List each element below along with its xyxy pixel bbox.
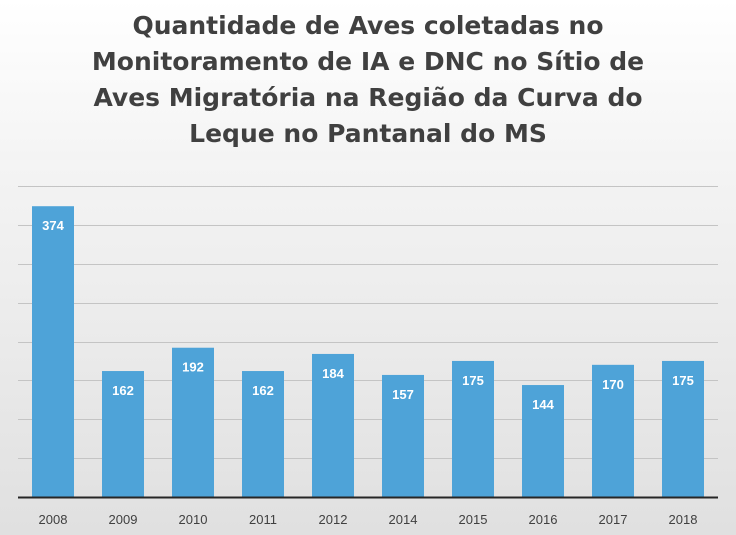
data-label: 162 [252, 383, 274, 398]
data-label: 184 [322, 366, 344, 381]
data-label: 175 [462, 373, 484, 388]
x-tick-label: 2015 [459, 512, 488, 527]
x-tick-label: 2009 [109, 512, 138, 527]
bar [592, 364, 634, 497]
chart-title-line-1: Quantidade de Aves coletadas no [132, 11, 604, 40]
data-label: 157 [392, 387, 414, 402]
x-tick-label: 2011 [249, 512, 277, 527]
bar [382, 374, 424, 497]
bar [172, 347, 214, 497]
chart-title-line-4: Leque no Pantanal do MS [189, 119, 547, 148]
bar [312, 353, 354, 497]
data-label: 374 [42, 218, 64, 233]
chart-title-line-2: Monitoramento de IA e DNC no Sítio de [91, 47, 645, 76]
x-tick-label: 2008 [39, 512, 68, 527]
bar [242, 371, 284, 497]
data-label: 192 [182, 360, 204, 375]
bar [452, 360, 494, 497]
x-tick-label: 2010 [179, 512, 208, 527]
x-tick-label: 2012 [319, 512, 348, 527]
data-label: 170 [602, 377, 624, 392]
bar [522, 385, 564, 497]
data-label: 162 [112, 383, 134, 398]
bar [32, 206, 74, 497]
x-tick-label: 2018 [669, 512, 698, 527]
chart-title-line-3: Aves Migratória na Região da Curva do [93, 83, 643, 112]
x-tick-label: 2014 [389, 512, 418, 527]
x-tick-label: 2016 [529, 512, 558, 527]
x-tick-label: 2017 [599, 512, 628, 527]
bar [102, 371, 144, 497]
bar [662, 360, 704, 497]
data-label: 144 [532, 397, 554, 412]
chart-title: Quantidade de Aves coletadas no Monitora… [0, 8, 736, 152]
data-label: 175 [672, 373, 694, 388]
